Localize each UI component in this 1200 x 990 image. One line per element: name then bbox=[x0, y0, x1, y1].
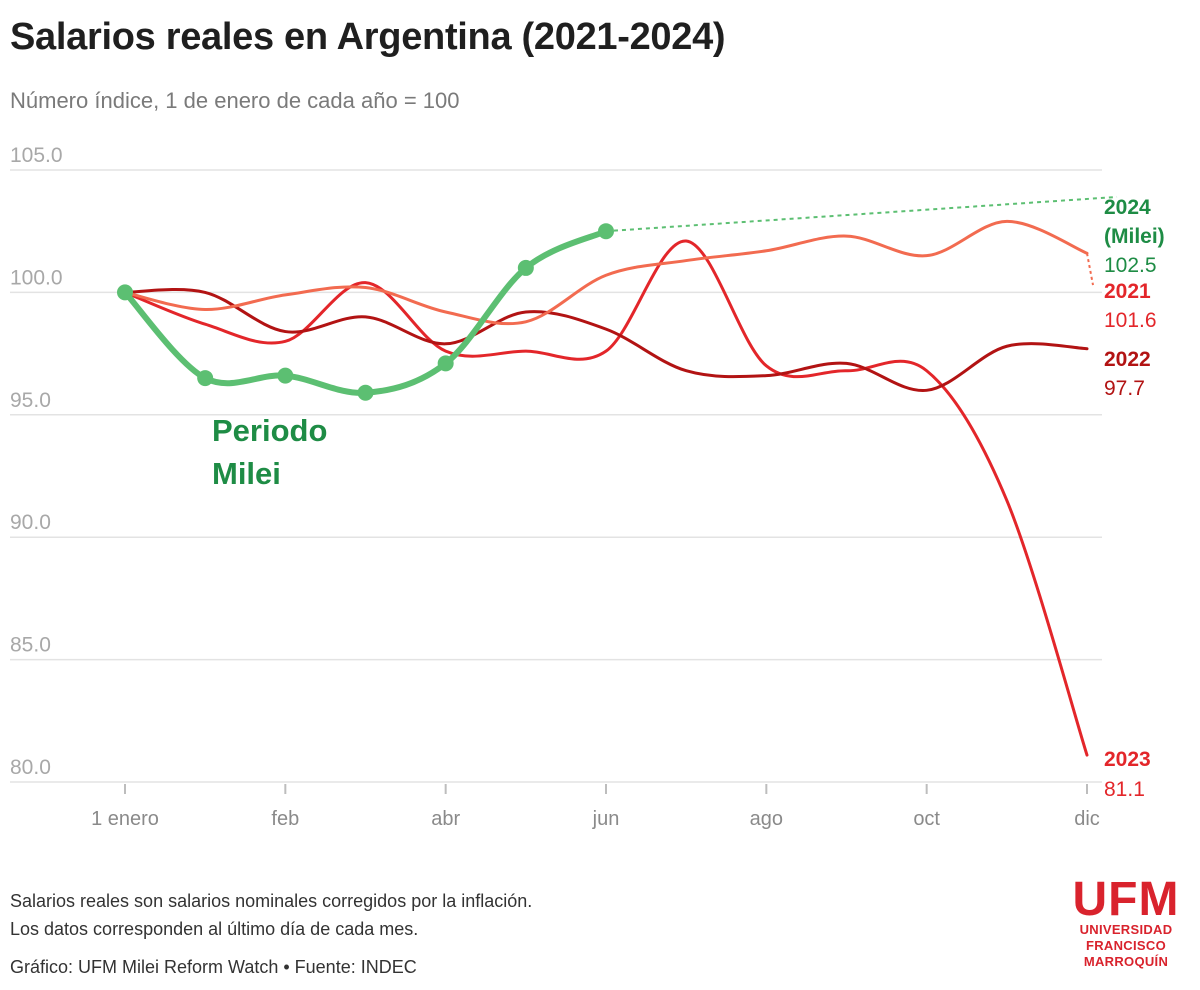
logo-line-2: FRANCISCO bbox=[1086, 938, 1166, 953]
y-tick-label: 95.0 bbox=[10, 389, 51, 412]
y-tick-label: 100.0 bbox=[10, 266, 63, 289]
logo-line-1: UNIVERSIDAD bbox=[1079, 922, 1173, 937]
annotation-periodo: Periodo bbox=[212, 413, 327, 448]
y-tick-label: 80.0 bbox=[10, 756, 51, 779]
footnote-line-1: Salarios reales son salarios nominales c… bbox=[10, 891, 533, 911]
end-label-2023: 2023 bbox=[1104, 748, 1151, 771]
chart-title: Salarios reales en Argentina (2021-2024) bbox=[10, 16, 726, 58]
end-value-2024: 102.5 bbox=[1104, 254, 1157, 277]
milei-projection-line bbox=[605, 195, 1118, 233]
x-tick-label: feb bbox=[271, 808, 299, 830]
milei-data-point bbox=[598, 223, 614, 240]
end-value-2021: 101.6 bbox=[1104, 309, 1157, 332]
footnote-line-2: Los datos corresponden al último día de … bbox=[10, 919, 419, 939]
y-tick-label: 85.0 bbox=[10, 634, 51, 657]
x-tick-label: oct bbox=[913, 808, 940, 830]
chart-subtitle: Número índice, 1 de enero de cada año = … bbox=[10, 88, 460, 113]
logo-mark: UFM bbox=[1072, 873, 1180, 926]
series-line-2021 bbox=[123, 219, 1089, 326]
y-tick-label: 105.0 bbox=[10, 144, 63, 167]
x-tick-label: 1 enero bbox=[91, 808, 159, 830]
logo-line-3: MARROQUÍN bbox=[1083, 954, 1169, 969]
milei-data-point bbox=[517, 259, 534, 276]
end-label-2024-milei: (Milei) bbox=[1104, 225, 1165, 248]
milei-data-point bbox=[357, 384, 374, 401]
end-value-2022: 97.7 bbox=[1104, 377, 1145, 400]
x-tick-label: ago bbox=[750, 808, 783, 830]
milei-data-point bbox=[277, 367, 294, 384]
end-label-2022: 2022 bbox=[1104, 348, 1151, 371]
milei-data-point bbox=[197, 370, 214, 387]
milei-data-point bbox=[437, 355, 454, 372]
end-value-2023: 81.1 bbox=[1104, 778, 1145, 801]
x-tick-label: dic bbox=[1074, 808, 1100, 830]
source-credit: Gráfico: UFM Milei Reform Watch • Fuente… bbox=[10, 957, 417, 977]
ufm-logo: UFM UNIVERSIDAD FRANCISCO MARROQUÍN bbox=[1066, 873, 1186, 970]
series-2021-dashed-tail bbox=[1086, 253, 1094, 286]
x-tick-label: jun bbox=[592, 808, 620, 830]
milei-data-point bbox=[117, 284, 133, 301]
line-chart: 105.0 100.0 95.0 90.0 85.0 80.0 1 enero feb abr j… bbox=[10, 144, 1165, 830]
series-line-2023 bbox=[123, 239, 1089, 757]
annotation-milei: Milei bbox=[212, 456, 281, 491]
series-line-2022 bbox=[123, 288, 1089, 392]
end-label-2021: 2021 bbox=[1104, 280, 1151, 303]
end-label-2024: 2024 bbox=[1104, 196, 1151, 219]
x-tick-label: abr bbox=[431, 808, 460, 830]
y-tick-label: 90.0 bbox=[10, 511, 51, 534]
